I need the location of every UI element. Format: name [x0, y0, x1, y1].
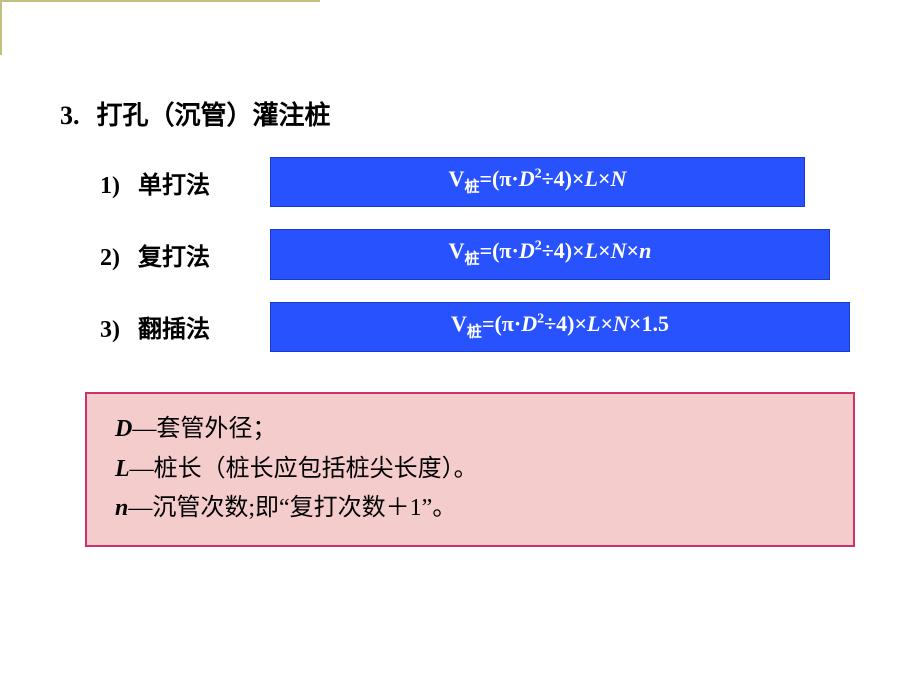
corner-decoration [0, 0, 320, 55]
method-row: 2)复打法V桩=(π·D2÷4)×L×N×n [60, 229, 880, 279]
method-label: 2)复打法 [60, 237, 270, 272]
method-row: 3)翻插法V桩=(π·D2÷4)×L×N×1.5 [60, 302, 880, 352]
section-heading: 3. 打孔（沉管）灌注桩 [60, 95, 880, 132]
legend-line: n—沉管次数;即“复打次数＋1”。 [115, 489, 825, 529]
slide-content: 3. 打孔（沉管）灌注桩 1)单打法V桩=(π·D2÷4)×L×N2)复打法V桩… [60, 95, 880, 547]
heading-number: 3. [60, 101, 90, 131]
formula-box: V桩=(π·D2÷4)×L×N×1.5 [270, 302, 850, 352]
method-label: 3)翻插法 [60, 309, 270, 344]
legend-line: D—套管外径； [115, 410, 825, 450]
formula-box: V桩=(π·D2÷4)×L×N×n [270, 229, 830, 279]
method-label: 1)单打法 [60, 165, 270, 200]
heading-text: 打孔（沉管）灌注桩 [97, 101, 331, 130]
legend-box: D—套管外径；L—桩长（桩长应包括桩尖长度）。n—沉管次数;即“复打次数＋1”。 [85, 392, 855, 547]
methods-list: 1)单打法V桩=(π·D2÷4)×L×N2)复打法V桩=(π·D2÷4)×L×N… [60, 157, 880, 352]
formula-box: V桩=(π·D2÷4)×L×N [270, 157, 805, 207]
method-row: 1)单打法V桩=(π·D2÷4)×L×N [60, 157, 880, 207]
legend-line: L—桩长（桩长应包括桩尖长度）。 [115, 450, 825, 490]
